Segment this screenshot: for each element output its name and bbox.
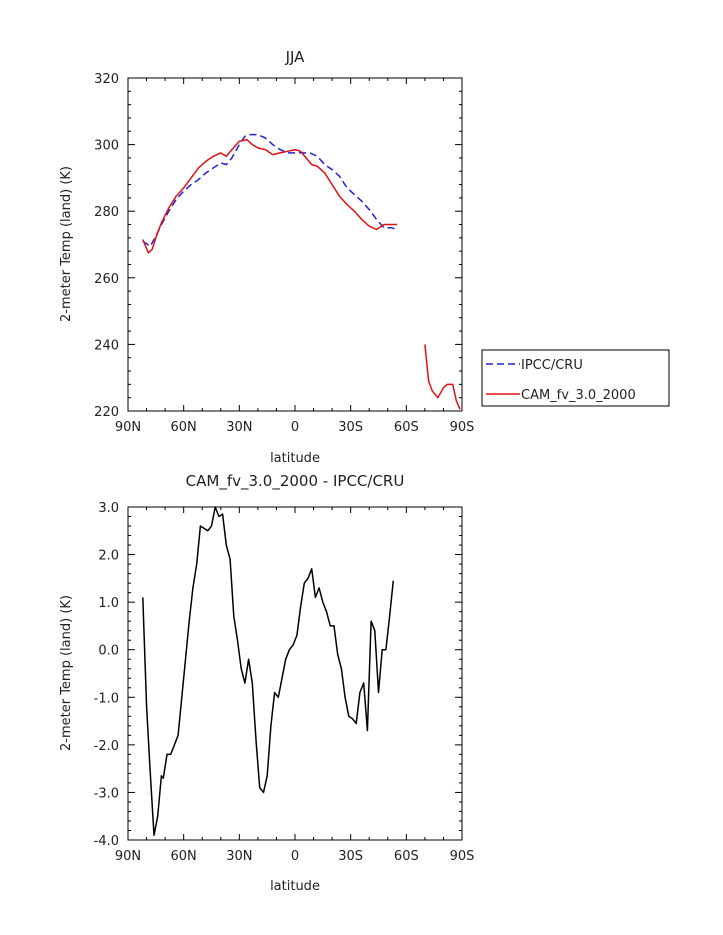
x-tick-label: 90N (115, 420, 141, 435)
y-tick-label: 1.0 (98, 596, 119, 611)
x-tick-label: 30N (226, 849, 252, 864)
difference-series-line (142, 506, 395, 836)
y-tick-label: 2.0 (98, 549, 119, 564)
y-tick-label: -3.0 (94, 786, 119, 801)
cam-fv-3-0-2000-series-line (142, 138, 398, 254)
legend-label-cam-fv: CAM_fv_3.0_2000 (521, 388, 636, 403)
cam-fv-3-0-2000-series-line (424, 344, 461, 410)
temperature-panel: JJA 90N 60N 30N 0 30S 60S 90S 220 240 260 280 300 3… (59, 48, 670, 466)
x-tick-label: 90N (115, 849, 141, 864)
x-tick-label: 60S (394, 420, 419, 435)
x-tick-label: 90S (450, 849, 475, 864)
x-tick-label: 30S (338, 849, 363, 864)
legend-box (481, 349, 670, 407)
x-axis-label: latitude (270, 451, 320, 466)
x-tick-label: 0 (291, 420, 299, 435)
x-tick-label: 90S (450, 420, 475, 435)
x-tick-label: 60S (394, 849, 419, 864)
y-tick-label: 0.0 (98, 644, 119, 659)
y-tick-label: 320 (94, 72, 119, 87)
y-axis-label: 2-meter Temp (land) (K) (59, 166, 74, 322)
x-tick-label: 30N (226, 420, 252, 435)
chart-title-difference: CAM_fv_3.0_2000 - IPCC/CRU (186, 472, 405, 491)
series-lines (142, 133, 461, 410)
x-tick-label: 0 (291, 849, 299, 864)
y-tick-label: 220 (94, 405, 119, 420)
y-tick-label: -2.0 (94, 739, 119, 754)
y-axis-ticks: 220 240 260 280 300 320 (94, 72, 462, 420)
chart-title-jja: JJA (285, 48, 306, 66)
y-tick-label: 280 (94, 205, 119, 220)
y-tick-label: 300 (94, 139, 119, 154)
y-tick-label: -4.0 (94, 834, 119, 849)
y-tick-label: 260 (94, 272, 119, 287)
x-axis-ticks: 90N 60N 30N 0 30S 60S 90S (115, 78, 475, 435)
y-tick-label: 3.0 (98, 501, 119, 516)
plot-frame (127, 77, 463, 412)
y-axis-label: 2-meter Temp (land) (K) (59, 595, 74, 751)
x-axis-ticks: 90N 60N 30N 0 30S 60S 90S (115, 507, 475, 864)
legend: IPCC/CRU CAM_fv_3.0_2000 (481, 349, 670, 407)
y-tick-label: 240 (94, 338, 119, 353)
y-axis-ticks: -4.0 -3.0 -2.0 -1.0 0.0 1.0 2.0 3.0 (94, 501, 462, 849)
legend-label-ipcc-cru: IPCC/CRU (521, 358, 583, 373)
x-tick-label: 60N (171, 849, 197, 864)
x-axis-label: latitude (270, 879, 320, 894)
x-tick-label: 60N (171, 420, 197, 435)
plot-frame (127, 506, 463, 841)
ipcc-cru-series-line (142, 133, 398, 247)
x-tick-label: 30S (338, 420, 363, 435)
difference-panel: CAM_fv_3.0_2000 - IPCC/CRU 90N 60N 30N 0 30S… (59, 472, 474, 894)
y-tick-label: -1.0 (94, 691, 119, 706)
series-lines (142, 506, 395, 836)
